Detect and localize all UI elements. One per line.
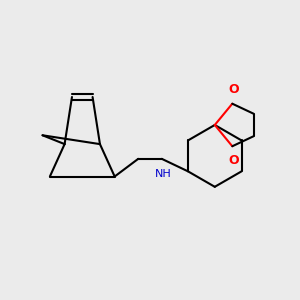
Text: O: O — [229, 83, 239, 96]
Text: NH: NH — [155, 169, 172, 179]
Text: O: O — [229, 154, 239, 166]
